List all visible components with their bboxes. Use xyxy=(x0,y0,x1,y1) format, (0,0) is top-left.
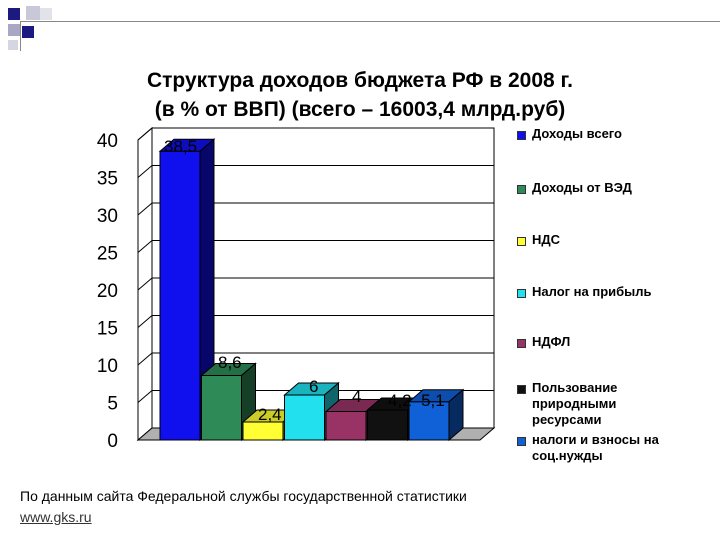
legend-label: Налог на прибыль xyxy=(532,284,652,299)
gridline-side xyxy=(137,165,153,178)
legend-swatch xyxy=(517,339,526,348)
legend-item: Пользование природными ресурсами xyxy=(517,380,682,428)
data-label: 4,2 5,1 xyxy=(388,391,445,410)
legend-label: налоги и взносы на соц.нужды xyxy=(532,432,659,463)
y-tick-label: 35 xyxy=(97,169,118,190)
decor-line xyxy=(20,21,21,51)
chart-title-line1: Структура доходов бюджета РФ в 2008 г. xyxy=(146,69,574,92)
chart-title: Структура доходов бюджета РФ в 2008 г. (… xyxy=(60,66,660,124)
bar-front xyxy=(159,150,201,441)
legend-item: Налог на прибыль xyxy=(517,284,682,300)
legend-swatch xyxy=(517,385,526,394)
bar-front xyxy=(367,409,408,441)
decor-square xyxy=(8,24,20,36)
legend-swatch xyxy=(517,131,526,140)
y-tick-label: 30 xyxy=(97,206,118,227)
data-label: 4 xyxy=(352,387,361,406)
decor-square xyxy=(22,26,34,38)
legend-item: Доходы всего xyxy=(517,126,682,142)
legend-label: Доходы от ВЭД xyxy=(532,180,632,195)
bar-front xyxy=(325,411,367,441)
legend-swatch xyxy=(517,185,526,194)
footnote: По данным сайта Федеральной службы госуд… xyxy=(20,488,467,504)
gridline-side xyxy=(137,240,153,253)
bar-front xyxy=(284,394,325,441)
bar-front xyxy=(242,421,284,441)
legend-label: Пользование природными ресурсами xyxy=(532,380,618,427)
gridline-side xyxy=(137,315,153,328)
decor-square xyxy=(40,8,52,20)
decor-line xyxy=(20,21,720,22)
legend-item: НДС xyxy=(517,232,682,248)
y-tick-label: 20 xyxy=(97,281,118,302)
legend-item: НДФЛ xyxy=(517,334,682,350)
legend-item: налоги и взносы на соц.нужды xyxy=(517,432,682,464)
legend-item: Доходы от ВЭД xyxy=(517,180,682,196)
gridline-side xyxy=(137,127,153,141)
y-tick-label: 10 xyxy=(97,356,118,377)
decor-square xyxy=(8,8,20,20)
legend-label: Доходы всего xyxy=(532,126,622,141)
y-tick-label: 0 xyxy=(107,431,118,452)
bar-front xyxy=(201,375,242,441)
y-tick-label: 15 xyxy=(97,319,118,340)
bar-side xyxy=(448,388,464,442)
source-link[interactable]: www.gks.ru xyxy=(20,509,92,525)
chart-subtitle: (в % от ВВП) (всего – 16003,4 млрд.руб) xyxy=(154,98,566,121)
data-label: 8,6 xyxy=(218,353,242,372)
legend-swatch xyxy=(517,289,526,298)
data-label: 38,5 xyxy=(164,137,197,156)
y-tick-label: 5 xyxy=(107,394,118,415)
y-tick-label: 25 xyxy=(97,244,118,265)
gridline-side xyxy=(137,202,153,216)
y-tick-label: 40 xyxy=(97,131,118,152)
gridline-side xyxy=(137,390,153,403)
decor-square xyxy=(8,40,18,50)
data-label: 2,4 xyxy=(258,405,282,424)
legend-swatch xyxy=(517,237,526,246)
gridline-side xyxy=(137,277,153,291)
gridline-side xyxy=(137,352,153,366)
decor-square xyxy=(26,6,40,20)
legend-label: НДФЛ xyxy=(532,334,571,349)
data-label: 6 xyxy=(309,377,318,396)
legend-label: НДС xyxy=(532,232,561,247)
legend-swatch xyxy=(517,437,526,446)
